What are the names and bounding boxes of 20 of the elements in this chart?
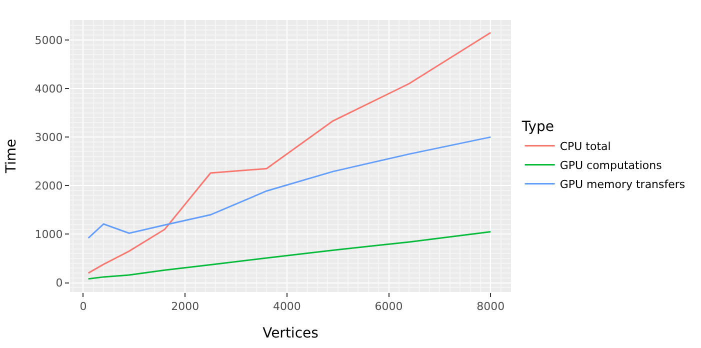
legend-label: GPU computations (560, 158, 662, 172)
x-tick-label: 4000 (272, 300, 301, 314)
line-series (88, 32, 492, 274)
line-series (88, 136, 492, 239)
x-tick-label: 8000 (476, 300, 505, 314)
x-tick-label: 2000 (171, 300, 200, 314)
legend-label: GPU memory transfers (560, 178, 686, 191)
x-axis-title: Vertices (262, 326, 318, 342)
y-tick-label: 1000 (34, 228, 63, 242)
y-tick-label: 4000 (34, 82, 63, 96)
legend-label: CPU total (560, 140, 611, 153)
y-tick-label: 0 (56, 276, 63, 290)
x-tick-label: 0 (80, 300, 87, 314)
x-tick-label: 6000 (374, 300, 403, 314)
y-axis-title: Time (3, 138, 20, 174)
legend-title: Type (520, 119, 554, 136)
y-tick-label: 3000 (34, 130, 63, 144)
line-series (88, 231, 492, 280)
y-tick-label: 2000 (34, 179, 63, 192)
y-tick-label: 5000 (34, 34, 63, 47)
